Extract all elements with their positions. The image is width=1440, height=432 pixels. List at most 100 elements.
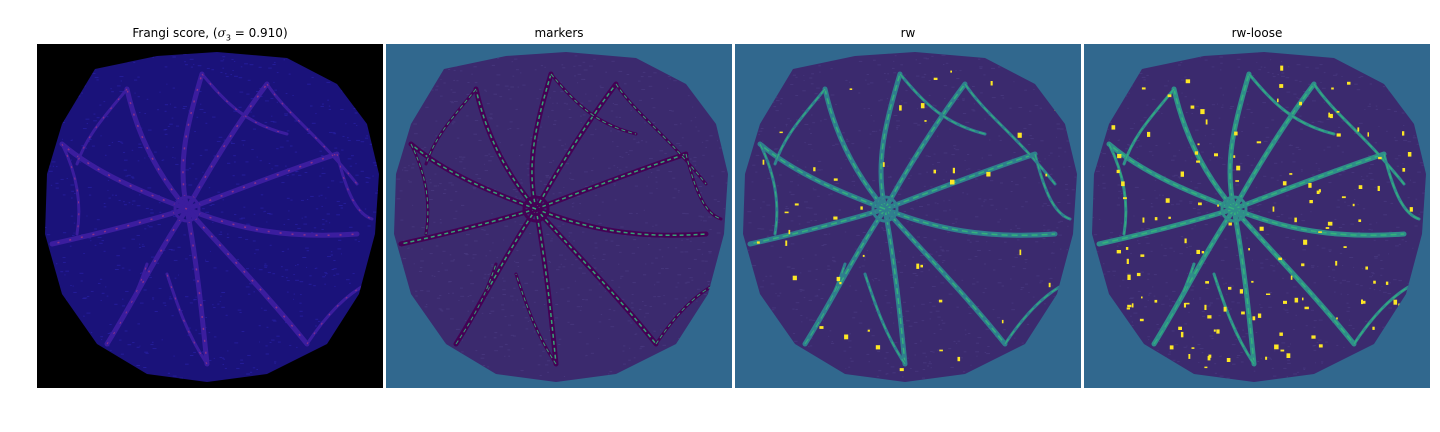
texture-speck (532, 254, 536, 256)
texture-speck (928, 253, 931, 255)
texture-speck (249, 64, 254, 66)
texture-speck (776, 221, 780, 223)
texture-speck (655, 176, 658, 178)
texture-speck (433, 185, 438, 187)
texture-speck (903, 102, 908, 104)
texture-speck (584, 171, 588, 173)
texture-speck (725, 182, 728, 184)
texture-speck (812, 319, 816, 321)
texture-speck (499, 142, 501, 144)
texture-speck (530, 136, 533, 138)
vessel-highlight (400, 208, 537, 245)
texture-speck (430, 89, 434, 91)
texture-speck (247, 79, 251, 81)
texture-speck (638, 141, 640, 143)
texture-speck (1192, 207, 1196, 209)
texture-speck (514, 58, 518, 60)
texture-speck (402, 169, 404, 171)
texture-speck (342, 135, 345, 137)
texture-speck (437, 185, 439, 187)
texture-speck (258, 66, 262, 68)
texture-speck (833, 214, 836, 216)
texture-speck (1171, 330, 1175, 332)
bright-segment (785, 240, 788, 246)
texture-speck (507, 128, 509, 130)
texture-speck (1146, 74, 1149, 76)
texture-speck (1097, 184, 1100, 186)
texture-speck (831, 341, 833, 342)
texture-speck (177, 246, 181, 248)
texture-speck (483, 163, 486, 165)
texture-speck (415, 295, 418, 297)
bright-segment (849, 88, 853, 90)
texture-speck (708, 251, 712, 252)
texture-speck (280, 266, 283, 268)
texture-speck (473, 188, 476, 190)
texture-speck (1216, 103, 1218, 105)
texture-speck (1299, 128, 1304, 130)
texture-speck (1048, 154, 1050, 156)
texture-speck (810, 83, 814, 85)
texture-speck (356, 139, 361, 141)
texture-speck (70, 140, 72, 141)
texture-speck (1213, 146, 1215, 148)
texture-speck (137, 76, 140, 78)
texture-speck (174, 157, 176, 159)
texture-speck (611, 60, 615, 62)
texture-speck (450, 199, 453, 201)
texture-speck (562, 266, 566, 268)
texture-speck (548, 260, 551, 262)
texture-speck (922, 377, 926, 379)
texture-speck (1232, 363, 1236, 365)
texture-speck (965, 121, 970, 123)
texture-speck (1386, 130, 1388, 132)
texture-speck (328, 108, 331, 110)
texture-speck (521, 348, 524, 350)
vessel-highlight (759, 143, 886, 210)
texture-speck (480, 357, 485, 359)
bright-segment (839, 282, 842, 285)
texture-speck (1323, 101, 1325, 103)
texture-speck (171, 249, 175, 251)
texture-speck (678, 145, 682, 147)
texture-speck (1412, 137, 1417, 139)
texture-speck (285, 93, 288, 94)
texture-speck (242, 144, 245, 146)
texture-speck (751, 181, 754, 183)
texture-speck (693, 258, 697, 260)
vessel-highlight (550, 73, 637, 135)
texture-speck (140, 272, 142, 274)
texture-speck (1232, 169, 1236, 171)
texture-speck (1294, 79, 1298, 81)
texture-speck (1051, 252, 1053, 254)
texture-speck (858, 266, 861, 268)
texture-speck (86, 215, 88, 217)
texture-speck (474, 82, 478, 84)
texture-speck (984, 263, 987, 265)
vessel-image-svg (735, 44, 1081, 388)
texture-speck (433, 221, 436, 223)
texture-speck (983, 199, 987, 201)
texture-speck (1311, 121, 1315, 123)
texture-speck (1148, 294, 1150, 296)
texture-speck (1352, 328, 1355, 330)
texture-speck (867, 328, 872, 330)
texture-speck (1297, 98, 1302, 100)
vessel-highlight (1108, 143, 1127, 235)
texture-speck (299, 310, 303, 312)
texture-speck (218, 136, 223, 138)
texture-speck (1418, 213, 1421, 215)
texture-speck (62, 194, 66, 196)
texture-speck (1030, 138, 1034, 140)
texture-speck (977, 250, 981, 251)
texture-speck (222, 363, 224, 365)
texture-speck (998, 135, 1001, 137)
bright-segment (819, 326, 824, 329)
texture-speck (1174, 174, 1178, 176)
texture-speck (195, 296, 197, 298)
texture-speck (218, 233, 223, 235)
texture-speck (442, 250, 446, 252)
texture-speck (1053, 241, 1055, 243)
texture-speck (582, 231, 585, 233)
texture-speck (64, 274, 66, 276)
